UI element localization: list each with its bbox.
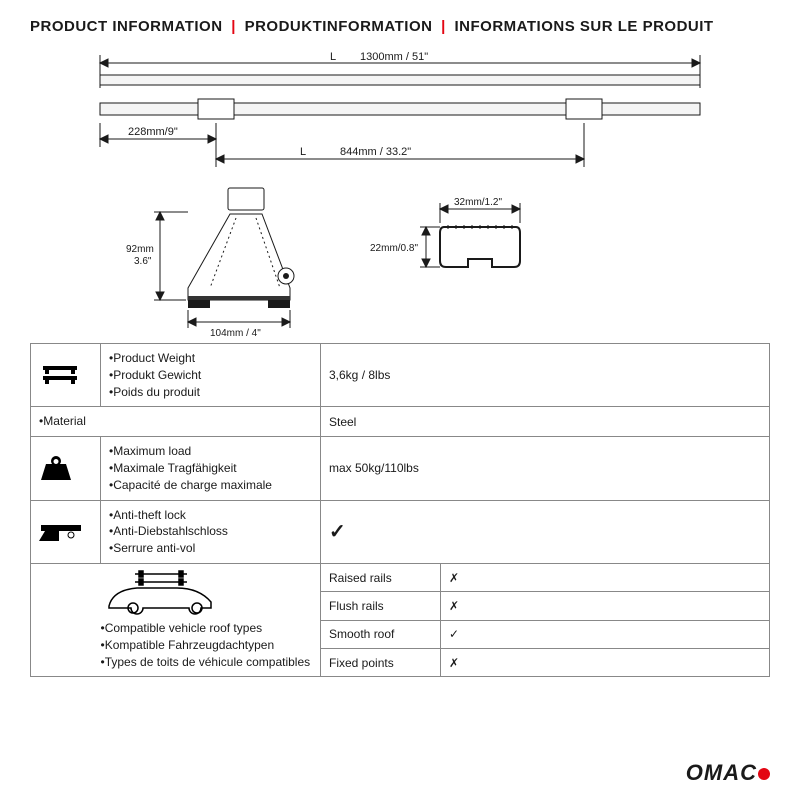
- compat-mark-1: ✗: [441, 592, 770, 620]
- header: PRODUCT INFORMATION | PRODUKTINFORMATION…: [0, 0, 800, 43]
- foot-drawing: 92mm 3.6" 104mm / 4": [126, 188, 294, 339]
- logo-dot-icon: [758, 768, 770, 780]
- dim-base: 104mm / 4": [210, 328, 261, 339]
- compat-mark-3: ✗: [441, 649, 770, 677]
- row-weight: Product Weight Produkt Gewicht Poids du …: [31, 344, 770, 407]
- row-lock: Anti-theft lock Anti-Diebstahlschloss Se…: [31, 500, 770, 563]
- row-load: Maximum load Maximale Tragfähigkeit Capa…: [31, 437, 770, 500]
- separator: |: [441, 18, 446, 35]
- compat-mark-0: ✗: [441, 563, 770, 591]
- weight-icon: [31, 437, 101, 500]
- label-load: Maximum load Maximale Tragfähigkeit Capa…: [101, 437, 321, 500]
- dim-inner-length: 844mm / 33.2": [340, 146, 411, 158]
- separator: |: [231, 18, 236, 35]
- label-lock: Anti-theft lock Anti-Diebstahlschloss Se…: [101, 500, 321, 563]
- dim-L2: L: [300, 146, 306, 158]
- dim-L: L: [330, 51, 336, 63]
- title-de: PRODUKTINFORMATION: [245, 18, 433, 35]
- lock-icon: [31, 500, 101, 563]
- title-en: PRODUCT INFORMATION: [30, 18, 223, 35]
- title-fr: INFORMATIONS SUR LE PRODUIT: [455, 18, 714, 35]
- compat-opt-0: Raised rails: [321, 563, 441, 591]
- logo-text: OMAC: [686, 760, 757, 785]
- label-weight: Product Weight Produkt Gewicht Poids du …: [101, 344, 321, 407]
- brand-logo: OMAC: [686, 760, 770, 786]
- compat-opt-3: Fixed points: [321, 649, 441, 677]
- spec-table: Product Weight Produkt Gewicht Poids du …: [30, 343, 770, 677]
- car-icon: [31, 563, 101, 676]
- row-compat-1: Compatible vehicle roof types Kompatible…: [31, 563, 770, 591]
- svg-text:3.6": 3.6": [134, 256, 152, 267]
- dim-profile-h: 22mm/0.8": [370, 243, 418, 254]
- bars-icon: [31, 344, 101, 407]
- label-compat: Compatible vehicle roof types Kompatible…: [101, 563, 321, 676]
- profile-drawing: 32mm/1.2" 22mm/0.8": [370, 197, 520, 267]
- technical-diagram: L 1300mm / 51" 228mm/9" L 844mm / 33.2": [0, 43, 800, 343]
- compat-mark-2: ✓: [441, 620, 770, 648]
- label-material: Material: [31, 407, 321, 437]
- dim-total-length: 1300mm / 51": [360, 51, 428, 63]
- value-weight: 3,6kg / 8lbs: [321, 344, 770, 407]
- compat-opt-2: Smooth roof: [321, 620, 441, 648]
- row-material: Material Steel: [31, 407, 770, 437]
- compat-opt-1: Flush rails: [321, 592, 441, 620]
- value-load: max 50kg/110lbs: [321, 437, 770, 500]
- value-material: Steel: [321, 407, 770, 437]
- dim-offset: 228mm/9": [128, 126, 178, 138]
- dim-profile-w: 32mm/1.2": [454, 197, 502, 208]
- svg-text:92mm: 92mm: [126, 244, 154, 255]
- value-lock: ✓: [321, 500, 770, 563]
